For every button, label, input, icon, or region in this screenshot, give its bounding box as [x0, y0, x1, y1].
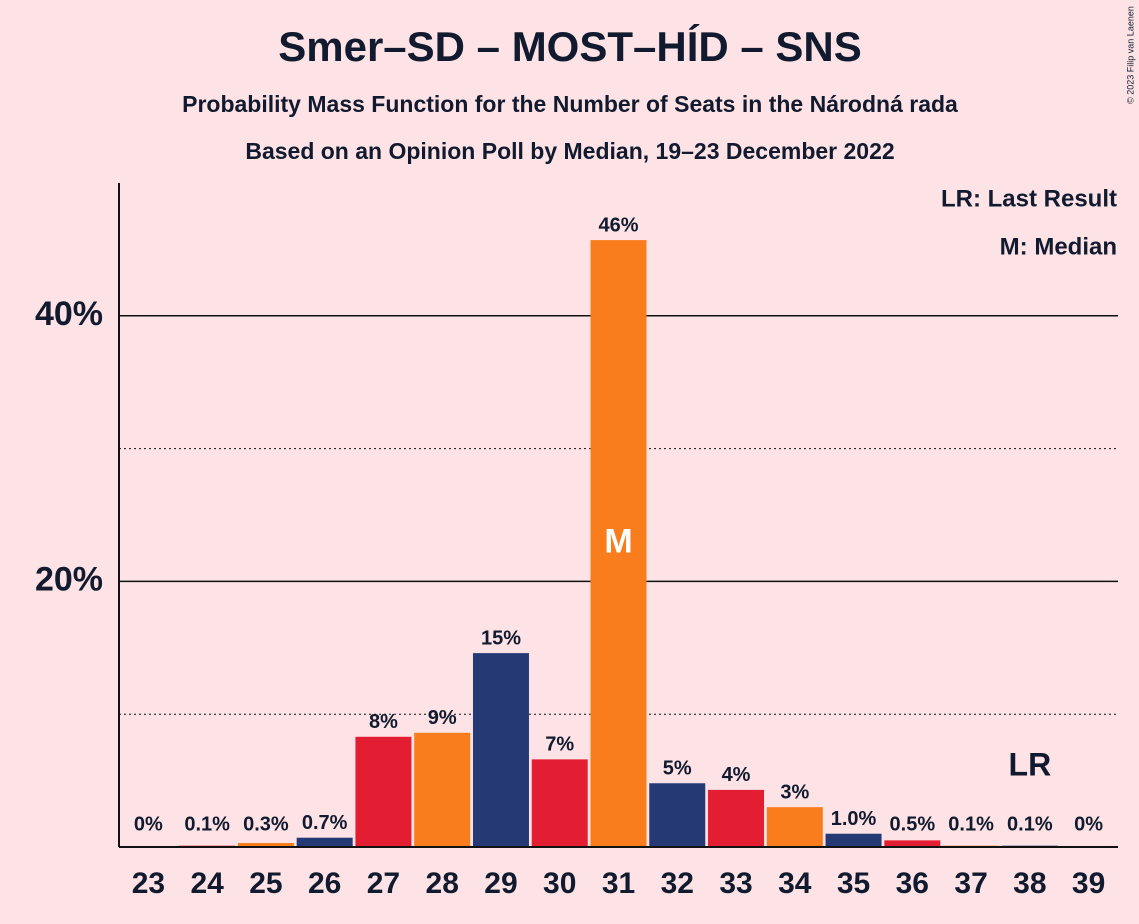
- y-tick-label: 40%: [35, 295, 103, 333]
- x-tick-label: 27: [367, 867, 400, 900]
- x-tick-label: 38: [1013, 867, 1046, 900]
- bar: [766, 807, 823, 847]
- value-label: 0%: [134, 813, 163, 835]
- bar: [825, 833, 882, 847]
- copyright: © 2023 Filip van Laenen: [1125, 6, 1135, 104]
- chart-title: Smer–SD – MOST–HÍD – SNS: [278, 23, 862, 70]
- x-tick-label: 34: [778, 867, 812, 900]
- x-tick-label: 30: [543, 867, 576, 900]
- value-label: 4%: [722, 764, 751, 786]
- value-label: 1.0%: [831, 808, 877, 830]
- chart-subtitle: Probability Mass Function for the Number…: [182, 91, 958, 117]
- x-tick-label: 31: [602, 867, 635, 900]
- bar: [884, 840, 941, 847]
- last-result-marker: LR: [1009, 746, 1052, 782]
- x-tick-label: 36: [896, 867, 929, 900]
- value-label: 46%: [598, 214, 638, 236]
- value-label: 7%: [545, 734, 574, 756]
- x-tick-label: 26: [308, 867, 341, 900]
- value-label: 0.1%: [184, 813, 230, 835]
- y-tick-label: 20%: [35, 560, 103, 598]
- bar: [355, 736, 412, 847]
- value-label: 0.5%: [890, 813, 936, 835]
- value-label: 0.3%: [243, 813, 289, 835]
- bar: [296, 837, 353, 847]
- x-tick-label: 29: [484, 867, 517, 900]
- chart-subtitle: Based on an Opinion Poll by Median, 19–2…: [245, 138, 894, 164]
- bar: [237, 843, 294, 847]
- value-label: 5%: [663, 758, 692, 780]
- x-tick-label: 28: [426, 867, 459, 900]
- x-tick-label: 35: [837, 867, 870, 900]
- x-tick-label: 32: [661, 867, 694, 900]
- bar: [531, 759, 588, 847]
- x-tick-label: 23: [132, 867, 165, 900]
- value-label: 0.7%: [302, 812, 348, 834]
- legend-entry: LR: Last Result: [941, 185, 1117, 212]
- legend-entry: M: Median: [1000, 233, 1117, 260]
- value-label: 0.1%: [948, 813, 994, 835]
- value-label: 3%: [780, 781, 809, 803]
- value-label: 8%: [369, 711, 398, 733]
- x-tick-label: 24: [190, 867, 224, 900]
- value-label: 15%: [481, 627, 521, 649]
- x-tick-label: 33: [719, 867, 752, 900]
- bar: [590, 240, 647, 847]
- x-tick-label: 25: [249, 867, 282, 900]
- value-label: 0.1%: [1007, 813, 1053, 835]
- bar: [649, 783, 706, 847]
- x-tick-label: 39: [1072, 867, 1105, 900]
- bar: [414, 732, 471, 847]
- x-tick-label: 37: [954, 867, 987, 900]
- bar: [472, 653, 529, 847]
- median-marker: M: [604, 523, 632, 561]
- value-label: 9%: [428, 707, 457, 729]
- bar: [708, 789, 765, 847]
- value-label: 0%: [1074, 813, 1103, 835]
